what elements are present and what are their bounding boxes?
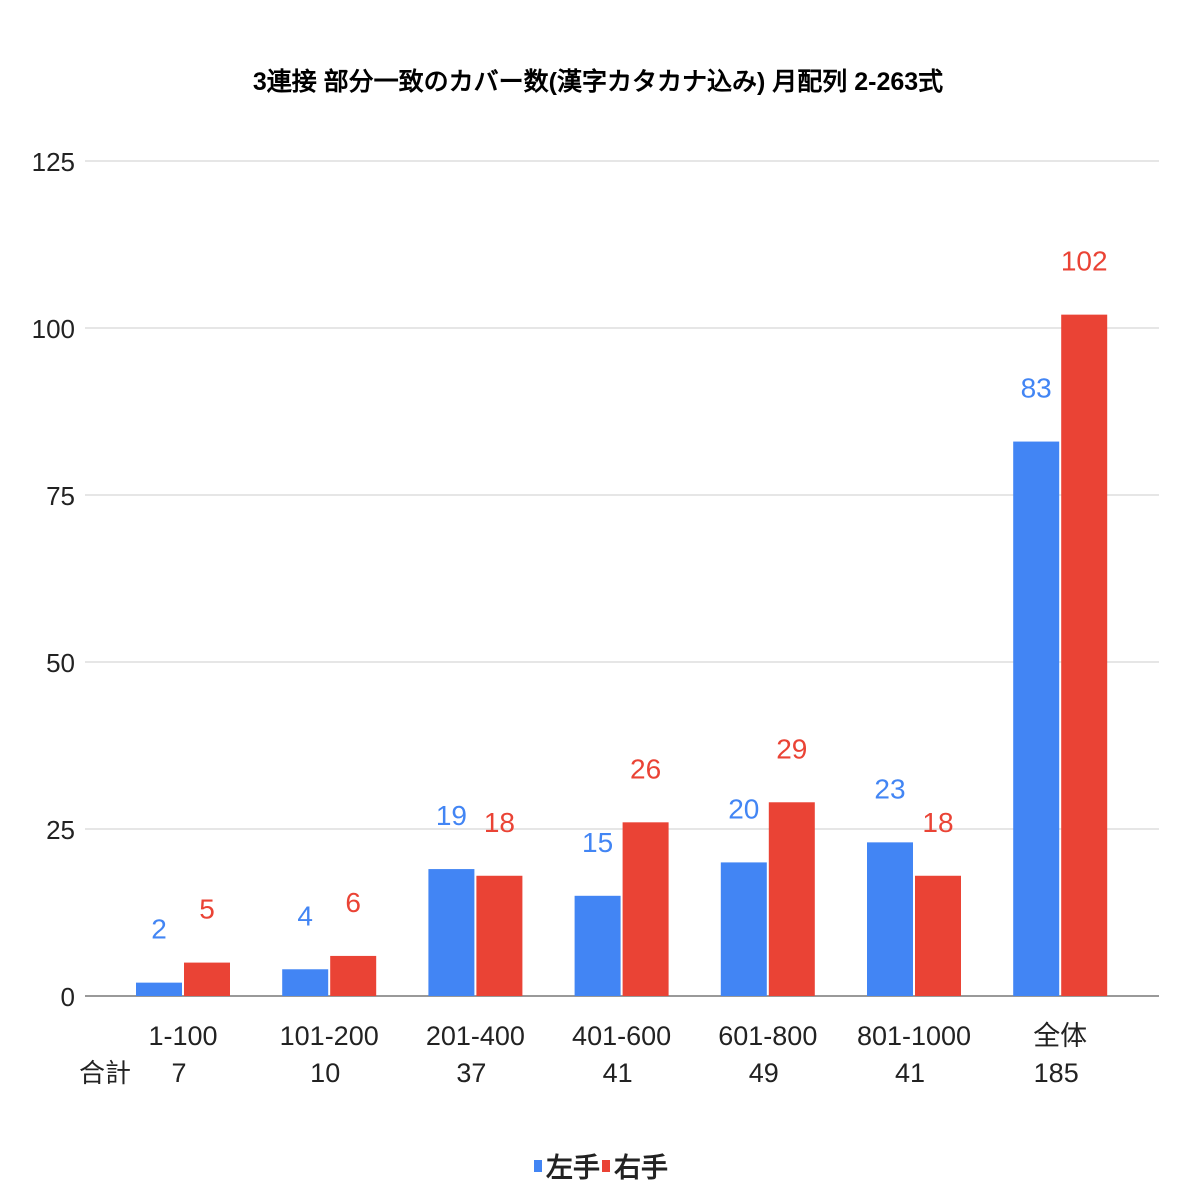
x-tick-label: 101-200 [280, 1021, 379, 1051]
data-label: 4 [297, 900, 313, 931]
x-total-label: 10 [310, 1058, 340, 1088]
totals-label: 合計 [79, 1058, 131, 1088]
data-label: 26 [630, 753, 661, 784]
data-label: 102 [1061, 246, 1108, 277]
legend-swatch [534, 1160, 542, 1172]
bar-left [428, 869, 475, 996]
data-label: 5 [199, 894, 215, 925]
x-tick-label: 全体 [1033, 1021, 1087, 1051]
y-tick-label: 50 [46, 648, 75, 678]
bar-right [330, 955, 377, 996]
legend-label: 左手 [546, 1153, 600, 1183]
bar-left [574, 895, 621, 996]
data-label: 18 [922, 807, 953, 838]
y-tick-label: 125 [32, 147, 75, 177]
bar-right [915, 875, 961, 996]
x-total-label: 185 [1034, 1058, 1079, 1088]
data-label: 2 [151, 914, 167, 945]
data-label: 20 [728, 793, 759, 824]
data-label: 29 [776, 733, 807, 764]
bar-left [136, 982, 182, 996]
chart-title: 3連接 部分一致のカバー数(漢字カタカナ込み) 月配列 2-263式 [253, 67, 943, 96]
bar-right [1061, 314, 1108, 996]
bar-right [622, 822, 669, 996]
x-total-label: 41 [603, 1058, 633, 1088]
legend-swatch [602, 1160, 610, 1172]
y-tick-label: 25 [46, 815, 75, 845]
x-total-label: 49 [749, 1058, 779, 1088]
y-tick-label: 100 [32, 314, 75, 344]
x-total-label: 37 [456, 1058, 486, 1088]
bar-left [720, 862, 767, 996]
x-tick-label: 401-600 [572, 1021, 671, 1051]
x-tick-label: 801-1000 [857, 1021, 971, 1051]
bar-left [1013, 441, 1060, 996]
data-label: 19 [436, 800, 467, 831]
bar-right [184, 962, 230, 996]
x-total-label: 7 [171, 1058, 186, 1088]
y-tick-label: 75 [46, 481, 75, 511]
x-tick-label: 601-800 [718, 1021, 817, 1051]
data-label: 23 [874, 773, 905, 804]
data-label: 83 [1021, 373, 1052, 404]
data-label: 18 [484, 807, 515, 838]
legend-label: 右手 [614, 1153, 668, 1183]
bar-right [476, 875, 523, 996]
y-tick-label: 0 [61, 982, 75, 1012]
bar-left [867, 842, 913, 996]
bar-right [768, 802, 815, 996]
x-tick-label: 201-400 [426, 1021, 525, 1051]
data-label: 6 [345, 887, 361, 918]
bar-left [282, 969, 329, 996]
x-total-label: 41 [895, 1058, 925, 1088]
data-label: 15 [582, 827, 613, 858]
x-tick-label: 1-100 [148, 1021, 217, 1051]
